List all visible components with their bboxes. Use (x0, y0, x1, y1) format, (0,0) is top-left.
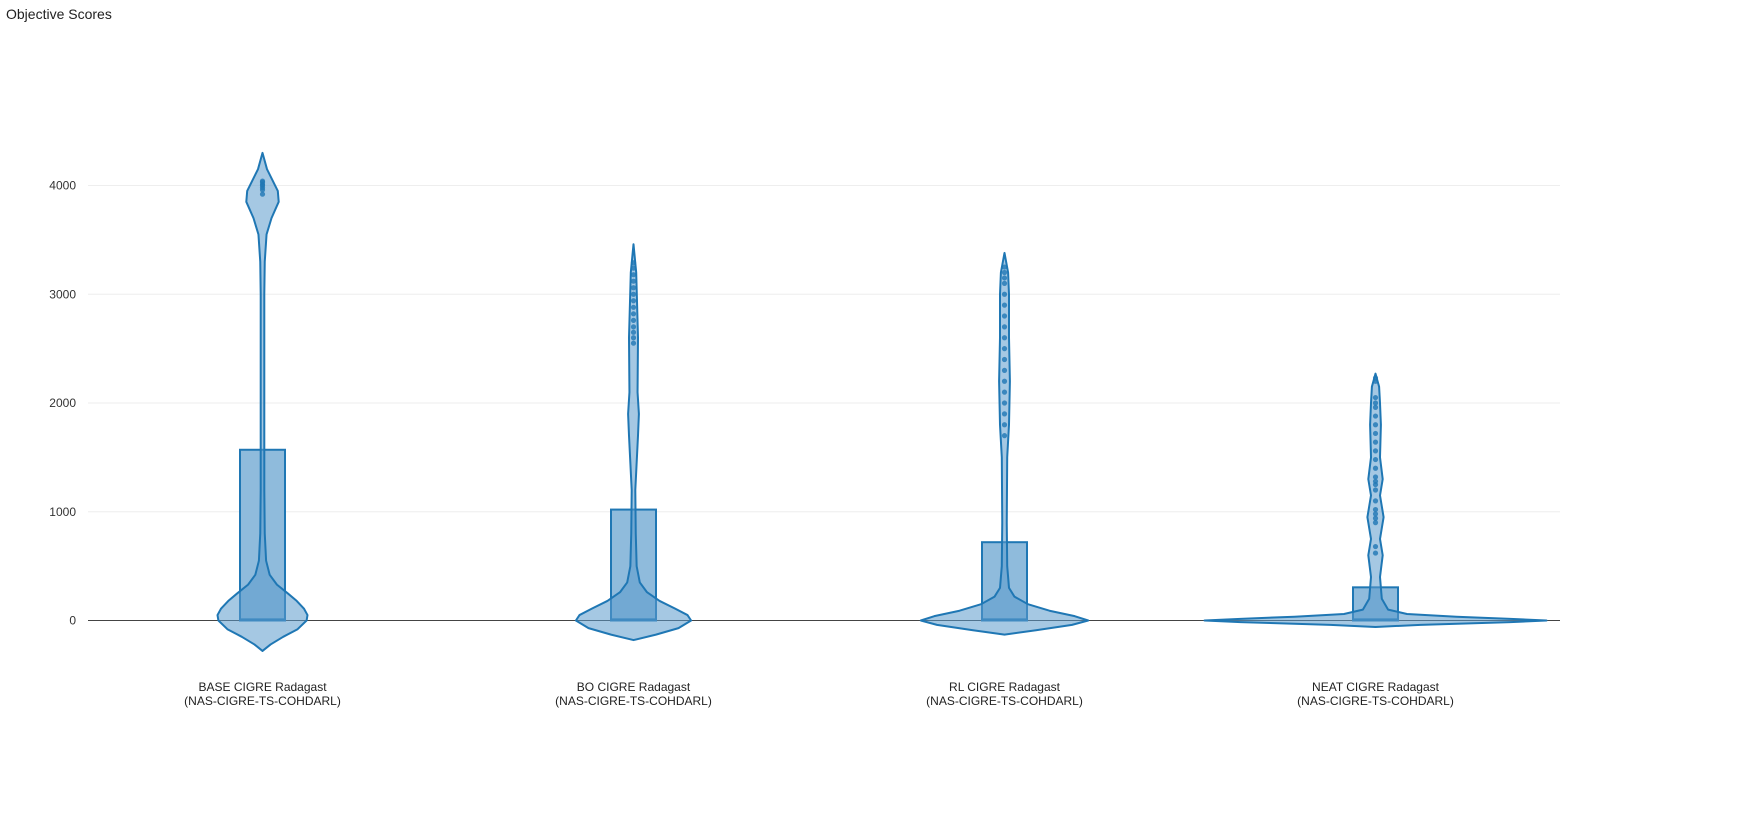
category-label-line1: BO CIGRE Radagast (577, 680, 691, 694)
violin-layer (216, 151, 1548, 652)
data-point (1001, 378, 1008, 384)
data-point (630, 272, 637, 278)
data-point (1001, 433, 1008, 439)
y-tick-label: 3000 (49, 287, 76, 301)
data-point (1372, 465, 1379, 471)
category-label-line2: (NAS-CIGRE-TS-COHDARL) (926, 694, 1083, 708)
data-point (630, 329, 637, 335)
data-point (1001, 422, 1008, 428)
violin-2 (574, 243, 693, 642)
data-point (1001, 367, 1008, 373)
data-point (630, 304, 637, 310)
data-point (630, 298, 637, 304)
category-label-line2: (NAS-CIGRE-TS-COHDARL) (184, 694, 341, 708)
data-point (630, 317, 637, 323)
data-point (1001, 275, 1008, 281)
data-point (630, 278, 637, 284)
data-point (1372, 511, 1379, 517)
data-point (1372, 413, 1379, 419)
y-tick-label: 2000 (49, 396, 76, 410)
data-point (630, 311, 637, 317)
data-point (1372, 515, 1379, 521)
y-tick-labels: 0 1000 2000 3000 4000 (49, 179, 76, 628)
violin-1 (216, 151, 309, 652)
category-labels: BASE CIGRE Radagast(NAS-CIGRE-TS-COHDARL… (184, 680, 1454, 708)
data-point (1001, 356, 1008, 363)
data-point (1372, 478, 1379, 484)
data-point (1372, 506, 1379, 513)
data-point (1372, 375, 1379, 381)
data-point (1372, 550, 1379, 556)
data-point (1372, 439, 1379, 445)
data-point (1001, 389, 1008, 395)
data-point (630, 291, 637, 297)
data-point (1372, 543, 1379, 550)
data-point (630, 335, 637, 341)
data-point (1001, 411, 1008, 417)
category-label-line2: (NAS-CIGRE-TS-COHDARL) (1297, 694, 1454, 708)
chart-title: Objective Scores (6, 6, 112, 22)
data-point (630, 285, 637, 291)
data-point (630, 324, 637, 330)
data-point (1372, 400, 1379, 406)
outlier-points (259, 178, 1379, 556)
box-layer (239, 448, 1399, 622)
y-tick-label: 4000 (49, 179, 76, 193)
data-point (1001, 264, 1008, 270)
data-point (1001, 302, 1008, 308)
data-point (1001, 400, 1008, 406)
data-point (259, 191, 266, 197)
grid-layer (88, 185, 1560, 513)
category-label-line1: RL CIGRE Radagast (949, 680, 1061, 694)
data-point (1001, 324, 1008, 330)
y-tick-label: 0 (69, 614, 76, 628)
data-point (259, 178, 266, 184)
data-point (630, 340, 637, 346)
category-label-line1: BASE CIGRE Radagast (198, 680, 327, 694)
data-point (1372, 422, 1379, 428)
data-point (630, 265, 637, 271)
data-point (1372, 474, 1379, 480)
data-point (1372, 430, 1379, 437)
data-point (630, 260, 637, 266)
data-point (1372, 498, 1379, 504)
data-point (1372, 520, 1379, 526)
category-label-line2: (NAS-CIGRE-TS-COHDARL) (555, 694, 712, 708)
data-point (1001, 280, 1008, 286)
data-point (1001, 346, 1008, 352)
data-point (1001, 335, 1008, 341)
data-point (1372, 404, 1379, 410)
category-label-line1: NEAT CIGRE Radagast (1312, 680, 1440, 694)
data-point (1001, 291, 1008, 297)
data-point (1372, 448, 1379, 454)
violin-3 (919, 251, 1090, 636)
data-point (1001, 269, 1008, 276)
data-point (1372, 456, 1379, 463)
data-point (1001, 313, 1008, 319)
data-point (1372, 394, 1379, 401)
data-point (1372, 487, 1379, 493)
y-tick-label: 1000 (49, 505, 76, 519)
